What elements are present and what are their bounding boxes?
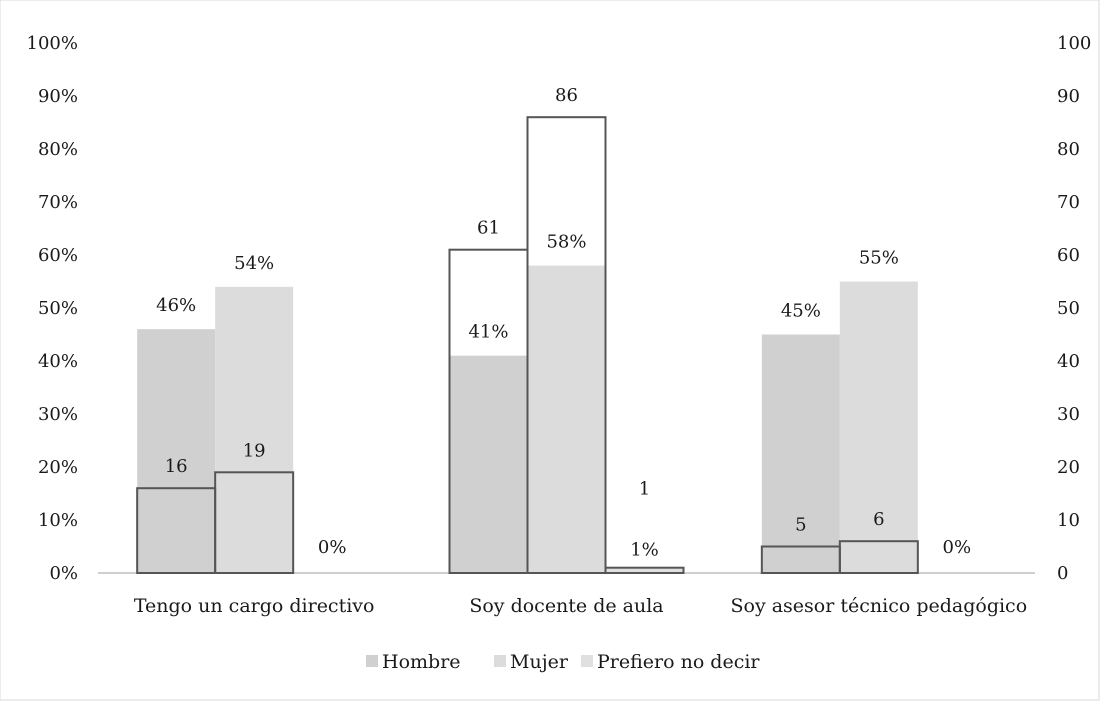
pct-data-label: 55%	[859, 248, 899, 269]
y-left-tick-label: 10%	[38, 510, 78, 531]
x-category-label: Soy asesor técnico pedagógico	[731, 595, 1028, 617]
y-left-tick-label: 20%	[38, 457, 78, 478]
y-left-tick-label: 90%	[38, 86, 78, 107]
count-data-label: 19	[243, 440, 266, 461]
bar-mujer	[839, 281, 918, 573]
y-left-tick-label: 0%	[49, 563, 78, 584]
count-data-label: 1	[639, 479, 650, 500]
y-right-tick-label: 0	[1057, 563, 1068, 584]
pct-data-label: 54%	[234, 253, 274, 274]
pct-data-label: 41%	[468, 322, 508, 343]
count-data-label: 6	[873, 509, 884, 530]
count-data-label: 16	[165, 456, 188, 477]
count-bar-mujer	[838, 540, 919, 575]
pct-data-label: 0%	[943, 537, 972, 558]
y-left-tick-label: 100%	[27, 33, 78, 54]
bar-mujer	[527, 265, 606, 573]
legend-label: Mujer	[510, 651, 569, 673]
count-bar-mujer	[526, 116, 607, 574]
bar-hombre	[761, 334, 840, 573]
bar-prefiero-no-decir	[605, 567, 684, 573]
y-right-tick-label: 90	[1057, 86, 1080, 107]
count-data-label: 5	[795, 515, 806, 536]
bar-hombre	[449, 355, 528, 573]
count-bar-prefiero-no-decir	[604, 566, 685, 575]
y-left-tick-label: 70%	[38, 192, 78, 213]
y-left-tick-label: 40%	[38, 351, 78, 372]
legend-swatch	[366, 655, 378, 667]
pct-data-label: 46%	[156, 295, 196, 316]
y-left-tick-label: 80%	[38, 139, 78, 160]
legend-swatch	[494, 655, 506, 667]
y-right-tick-label: 20	[1057, 457, 1080, 478]
y-right-tick-label: 80	[1057, 139, 1080, 160]
bar-mujer	[215, 286, 294, 573]
legend-swatch	[581, 655, 593, 667]
y-left-tick-label: 50%	[38, 298, 78, 319]
pct-data-label: 1%	[630, 540, 659, 561]
count-data-label: 61	[477, 218, 500, 239]
y-right-tick-label: 70	[1057, 192, 1080, 213]
count-data-label: 86	[555, 85, 578, 106]
y-right-tick-label: 50	[1057, 298, 1080, 319]
x-category-label: Tengo un cargo directivo	[134, 595, 375, 617]
y-right-tick-label: 100	[1057, 33, 1091, 54]
x-category-label: Soy docente de aula	[469, 595, 663, 617]
y-right-tick-label: 10	[1057, 510, 1080, 531]
pct-data-label: 58%	[546, 232, 586, 253]
y-left-tick-label: 60%	[38, 245, 78, 266]
bar-hombre	[137, 329, 216, 573]
count-bar-mujer	[214, 471, 295, 574]
legend-label: Hombre	[382, 651, 461, 673]
y-right-tick-label: 30	[1057, 404, 1080, 425]
pct-data-label: 45%	[781, 301, 821, 322]
legend-label: Prefiero no decir	[597, 651, 760, 673]
y-right-tick-label: 60	[1057, 245, 1080, 266]
y-right-tick-label: 40	[1057, 351, 1080, 372]
y-left-tick-label: 30%	[38, 404, 78, 425]
pct-data-label: 0%	[318, 537, 347, 558]
